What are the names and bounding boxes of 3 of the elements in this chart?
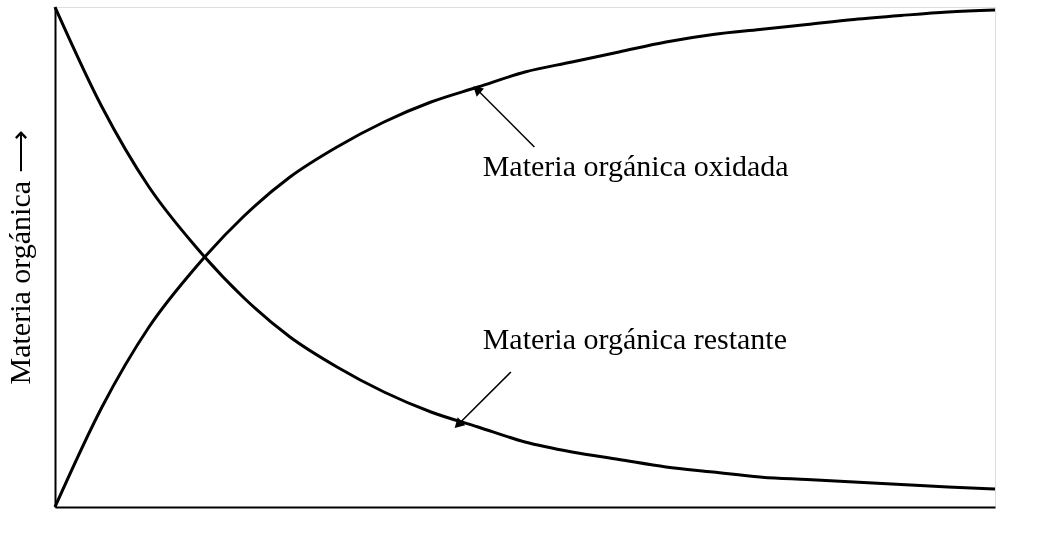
y-axis-title: Materia orgánica ⟶ [2,130,36,385]
annotation: Materia orgánica oxidada [482,149,789,182]
annotation: Materia orgánica restante [482,321,787,355]
